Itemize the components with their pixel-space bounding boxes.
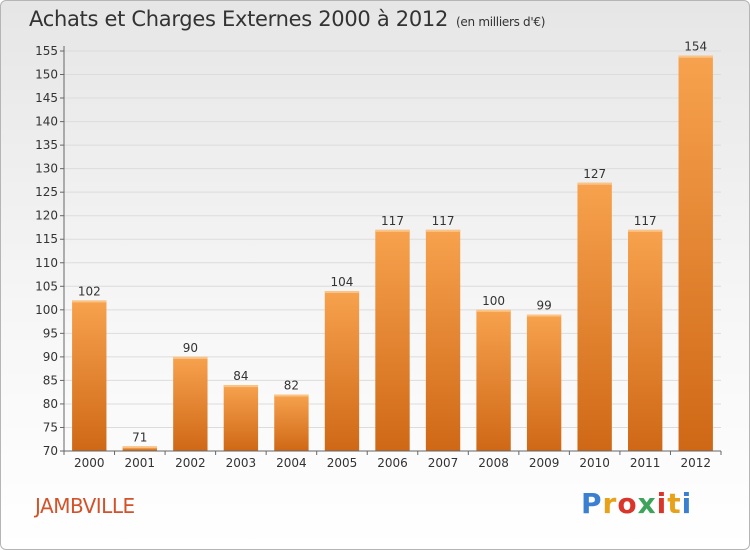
bar-2002 xyxy=(173,356,208,451)
logo-letter: i xyxy=(681,487,693,520)
data-label: 82 xyxy=(284,379,299,393)
y-tick-label: 135 xyxy=(35,138,58,152)
x-tick-label: 2001 xyxy=(125,456,156,470)
bar-top-highlight xyxy=(678,55,713,58)
logo-letter: i xyxy=(656,487,668,520)
y-tick-label: 155 xyxy=(35,44,58,58)
chart-title: Achats et Charges Externes 2000 à 2012 (e… xyxy=(29,7,545,31)
y-axis: 70 75 80 85 90 95 100 105 110 115 120 125 130 135 140 1… xyxy=(35,44,65,458)
title-unit: (en milliers d'€) xyxy=(456,15,546,29)
y-tick-label: 110 xyxy=(35,256,58,270)
bar-2004 xyxy=(274,394,309,451)
bar-top-highlight xyxy=(577,182,612,185)
x-tick-label: 2009 xyxy=(529,456,560,470)
data-label: 127 xyxy=(583,167,606,181)
bar-top-highlight xyxy=(425,229,461,232)
x-tick-label: 2007 xyxy=(428,456,459,470)
bar-2008 xyxy=(476,309,511,451)
logo-letter: P xyxy=(581,487,603,520)
bar-2003 xyxy=(223,385,259,451)
x-tick-label: 2011 xyxy=(630,456,661,470)
x-tick-label: 2002 xyxy=(175,456,206,470)
bar-2011 xyxy=(628,229,663,451)
bar-2006 xyxy=(375,229,410,451)
x-tick-label: 2010 xyxy=(579,456,610,470)
bar-2007 xyxy=(425,229,461,451)
y-tick-label: 140 xyxy=(35,115,58,129)
data-label: 102 xyxy=(78,284,101,298)
y-tick-label: 85 xyxy=(43,373,58,387)
bar-2012 xyxy=(678,55,713,452)
y-tick-label: 150 xyxy=(35,68,58,82)
y-tick-label: 120 xyxy=(35,209,58,223)
data-label: 104 xyxy=(331,275,354,289)
logo-letter: x xyxy=(637,487,657,520)
data-label: 117 xyxy=(432,214,455,228)
data-label: 71 xyxy=(132,430,147,444)
y-tick-label: 70 xyxy=(43,444,58,458)
bar-top-highlight xyxy=(223,385,259,388)
bar-top-highlight xyxy=(122,446,157,449)
bar-top-highlight xyxy=(628,229,663,232)
y-tick-label: 115 xyxy=(35,232,58,246)
y-tick-label: 75 xyxy=(43,420,58,434)
bar-2005 xyxy=(324,291,360,451)
x-axis: 2000 2001 2002 2003 2004 2005 2006 2007 2008 2009… xyxy=(63,450,722,470)
x-tick-label: 2012 xyxy=(680,456,711,470)
y-tick-label: 90 xyxy=(43,350,58,364)
bar-2000 xyxy=(72,300,107,451)
logo-letter: t xyxy=(667,487,682,520)
bar-top-highlight xyxy=(324,291,360,293)
x-tick-label: 2004 xyxy=(276,456,307,470)
bar-top-highlight xyxy=(526,314,562,317)
bars: 102 71 90 84 82 104 117 117 100 99 127 117 154 xyxy=(72,40,713,452)
bar-top-highlight xyxy=(274,394,309,397)
y-tick-label: 145 xyxy=(35,91,58,105)
bar-2010 xyxy=(577,182,612,451)
y-tick-label: 105 xyxy=(35,279,58,293)
bar-2001 xyxy=(122,446,157,451)
y-tick-label: 80 xyxy=(43,397,58,411)
logo-letter: r xyxy=(602,487,618,520)
bar-top-highlight xyxy=(476,309,511,312)
bar-top-highlight xyxy=(173,356,208,359)
bar-top-highlight xyxy=(72,300,107,303)
data-label: 117 xyxy=(381,214,404,228)
proxiti-logo[interactable]: Proxiti xyxy=(581,487,692,520)
bar-2009 xyxy=(526,314,562,451)
y-tick-label: 100 xyxy=(35,303,58,317)
x-tick-label: 2003 xyxy=(226,456,257,470)
data-label: 84 xyxy=(233,369,248,383)
data-label: 90 xyxy=(183,341,198,355)
x-tick-label: 2008 xyxy=(478,456,509,470)
data-label: 154 xyxy=(684,40,707,54)
data-label: 100 xyxy=(482,294,505,308)
logo-letter: o xyxy=(617,487,638,520)
commune-name: JAMBVILLE xyxy=(35,494,135,518)
y-tick-label: 95 xyxy=(43,326,58,340)
y-tick-label: 125 xyxy=(35,185,58,199)
bar-top-highlight xyxy=(375,229,410,232)
x-tick-label: 2005 xyxy=(327,456,358,470)
data-label: 99 xyxy=(536,299,551,313)
y-tick-label: 130 xyxy=(35,162,58,176)
x-tick-label: 2006 xyxy=(377,456,408,470)
data-label: 117 xyxy=(634,214,657,228)
title-text: Achats et Charges Externes 2000 à 2012 xyxy=(29,7,449,31)
x-tick-label: 2000 xyxy=(74,456,105,470)
